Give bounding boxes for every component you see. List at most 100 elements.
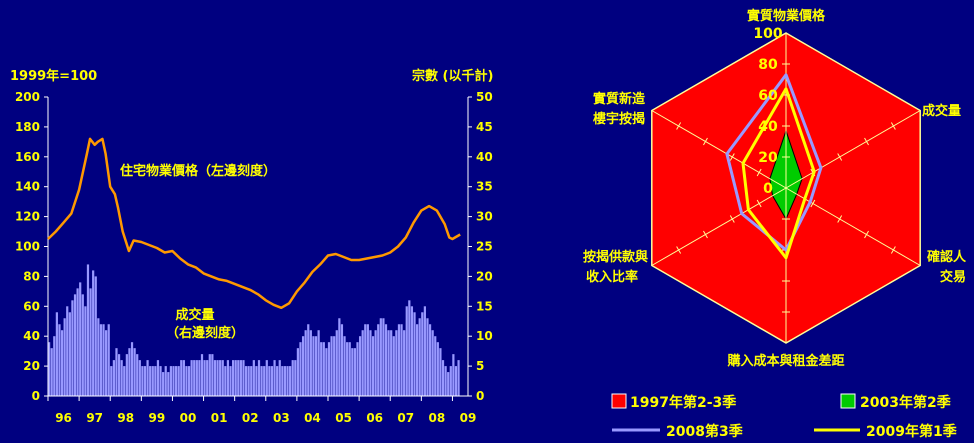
radar-tick-label: 40 — [758, 119, 778, 135]
volume-bar — [410, 306, 414, 396]
x-tick-label: 03 — [273, 411, 290, 425]
volume-bar — [252, 360, 255, 396]
volume-bar — [79, 282, 82, 396]
volume-bar — [84, 306, 87, 396]
volume-bar — [439, 348, 442, 396]
volume-bar — [68, 312, 71, 396]
volume-bar — [408, 300, 411, 396]
right-tick-label: 20 — [476, 269, 493, 283]
volume-bar — [105, 330, 108, 396]
radar-tick — [703, 137, 708, 146]
volume-bar — [244, 366, 248, 396]
legend-label-2003: 2003年第2季 — [860, 394, 951, 411]
volume-bar — [112, 360, 115, 396]
volume-bar — [327, 342, 331, 396]
volume-bar — [301, 336, 305, 396]
volume-bar — [356, 342, 359, 396]
volume-bars — [48, 264, 460, 396]
volume-bar — [397, 324, 401, 396]
radar-legend: 1997年第2-3季 2003年第2季 2008第3季 2009年第1季 — [611, 393, 957, 440]
radar-tick — [864, 137, 869, 146]
volume-bar — [162, 372, 165, 396]
volume-bar — [325, 348, 328, 396]
volume-bar — [193, 360, 196, 396]
x-tick-label: 04 — [304, 411, 321, 425]
volume-bar — [237, 360, 240, 396]
volume-bar — [167, 372, 170, 396]
volume-bar — [154, 366, 157, 396]
volume-annotation-line1: 成交量 — [175, 307, 214, 323]
volume-bar — [185, 366, 188, 396]
volume-bar — [294, 360, 297, 396]
volume-bar — [172, 366, 175, 396]
volume-bar — [309, 330, 312, 396]
radar-spoke — [651, 187, 787, 266]
volume-bar — [416, 324, 419, 396]
right-tick-label: 25 — [476, 240, 493, 254]
volume-bar — [107, 324, 110, 396]
volume-bar — [343, 336, 346, 396]
radar-label-left-lower-1: 按揭供款與 — [583, 249, 648, 265]
radar-label-right-upper: 成交量 — [922, 103, 961, 119]
volume-bar — [99, 324, 103, 396]
volume-bar — [190, 360, 193, 396]
volume-bar — [149, 366, 152, 396]
volume-bar — [289, 366, 292, 396]
volume-bar — [312, 336, 315, 396]
volume-bar — [338, 318, 341, 396]
volume-bar — [206, 360, 209, 396]
radar-series-2008第3季 — [725, 73, 823, 252]
volume-bar — [369, 330, 372, 396]
volume-bar — [273, 360, 276, 396]
right-tick-label: 10 — [476, 329, 493, 343]
left-axis-label: 1999年=100 — [10, 68, 97, 84]
volume-bar — [335, 330, 338, 396]
legend-swatch-2003 — [840, 393, 856, 409]
right-tick-label: 50 — [476, 90, 493, 104]
radar-spoke — [785, 110, 921, 189]
volume-bar — [146, 360, 149, 396]
volume-bar — [125, 354, 128, 396]
radar-tick-label: 80 — [758, 57, 778, 73]
volume-bar — [247, 366, 250, 396]
volume-bar — [255, 366, 258, 396]
volume-bar — [89, 288, 92, 396]
volume-bar — [159, 366, 162, 396]
volume-bar — [320, 342, 323, 396]
volume-bar — [58, 324, 61, 396]
volume-bar — [270, 366, 274, 396]
volume-bar — [340, 324, 344, 396]
radar-spoke — [651, 110, 787, 189]
volume-bar — [382, 318, 385, 396]
volume-bar — [174, 366, 178, 396]
radar-label-bottom: 購入成本與租金差距 — [726, 353, 844, 369]
volume-bar — [395, 330, 398, 396]
radar-tick-label: 60 — [758, 88, 778, 104]
volume-bar — [180, 360, 183, 396]
left-tick-label: 60 — [23, 299, 40, 313]
radar-tick — [810, 199, 816, 208]
volume-bar — [405, 306, 408, 396]
left-tick-label: 160 — [15, 150, 40, 164]
left-tick-label: 180 — [15, 120, 40, 134]
price-line — [47, 137, 461, 310]
risk-radar-chart: 0 20 40 60 80 100 — [651, 26, 921, 344]
volume-bar — [128, 348, 131, 396]
volume-bar — [278, 360, 281, 396]
volume-bar — [97, 318, 100, 396]
volume-bar — [426, 318, 429, 396]
volume-bar — [366, 324, 369, 396]
volume-annotation-line2: （右邊刻度） — [166, 325, 244, 341]
volume-bar — [452, 354, 455, 396]
volume-bar — [314, 336, 318, 396]
x-tick-label: 08 — [429, 411, 446, 425]
radar-tick — [729, 215, 735, 223]
volume-bar — [403, 330, 406, 396]
volume-bar — [123, 366, 126, 396]
volume-bar — [60, 330, 64, 396]
price-line-annotation: 住宅物業價格（左邊刻度） — [120, 163, 276, 179]
volume-bar — [219, 360, 222, 396]
volume-bar — [431, 330, 434, 396]
volume-bar — [200, 354, 204, 396]
radar-tick — [837, 215, 843, 223]
